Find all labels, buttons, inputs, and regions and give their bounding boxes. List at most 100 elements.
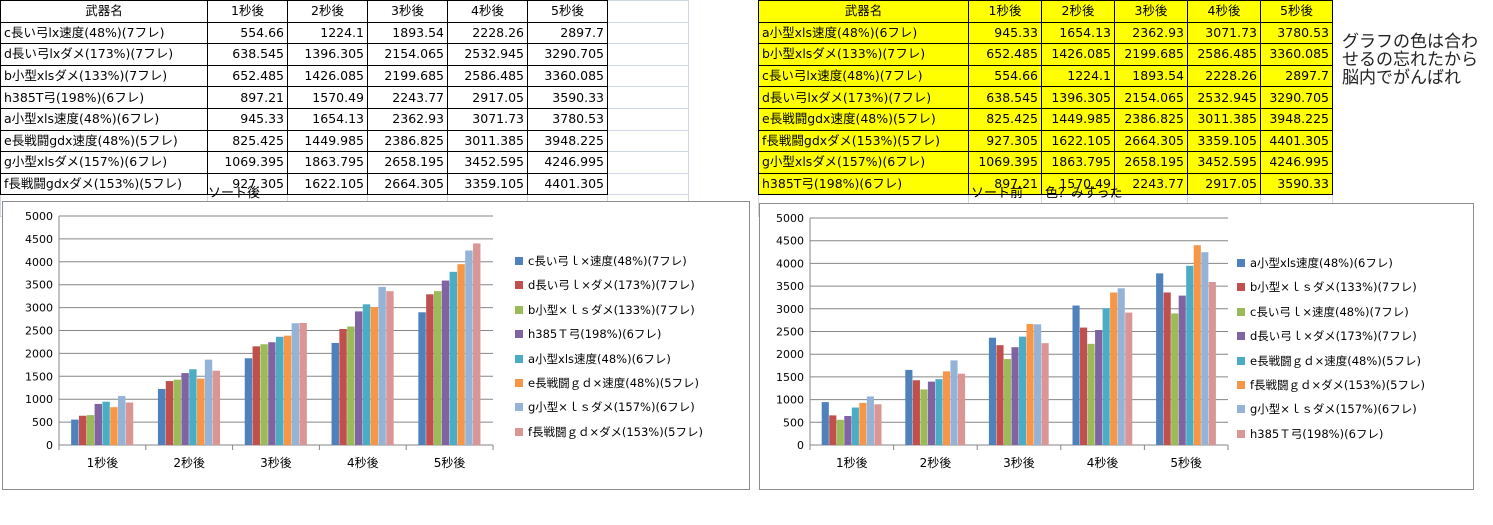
value-cell[interactable]: 945.33 (968, 21, 1042, 45)
value-cell[interactable]: 825.425 (207, 129, 288, 153)
column-header[interactable]: 1秒後 (968, 0, 1042, 23)
value-cell[interactable]: 2228.26 (447, 21, 528, 45)
value-cell[interactable]: 2199.685 (1114, 43, 1188, 66)
empty-cell[interactable] (607, 151, 689, 174)
weapon-name-cell[interactable]: h385T弓(198%)(6フレ) (0, 86, 208, 109)
value-cell[interactable]: 4401.305 (527, 172, 608, 196)
value-cell[interactable]: 3590.33 (1260, 172, 1333, 196)
value-cell[interactable]: 3360.085 (1260, 43, 1333, 66)
weapon-name-cell[interactable]: c長い弓lx速度(48%)(7フレ) (0, 21, 208, 45)
value-cell[interactable]: 1654.13 (1041, 21, 1115, 45)
value-cell[interactable]: 3290.705 (527, 43, 608, 66)
value-cell[interactable]: 2243.77 (367, 86, 448, 109)
empty-cell[interactable] (607, 86, 689, 109)
value-cell[interactable]: 3948.225 (1260, 107, 1333, 131)
value-cell[interactable]: 1622.105 (1041, 129, 1115, 153)
column-header[interactable]: 3秒後 (367, 0, 448, 23)
value-cell[interactable]: 652.485 (968, 43, 1042, 66)
weapon-name-cell[interactable]: a小型xls速度(48%)(6フレ) (0, 107, 208, 131)
value-cell[interactable]: 2532.945 (1187, 86, 1261, 109)
value-cell[interactable]: 3360.085 (527, 64, 608, 88)
value-cell[interactable]: 1570.49 (287, 86, 368, 109)
value-cell[interactable]: 1893.54 (1114, 64, 1188, 88)
weapon-name-cell[interactable]: b小型xlsダメ(133%)(7フレ) (758, 43, 969, 66)
column-header[interactable]: 武器名 (758, 0, 969, 23)
value-cell[interactable]: 2917.05 (1187, 172, 1261, 196)
value-cell[interactable]: 927.305 (968, 129, 1042, 153)
value-cell[interactable]: 1069.395 (207, 151, 288, 174)
empty-cell[interactable] (607, 172, 689, 196)
value-cell[interactable]: 554.66 (968, 64, 1042, 88)
value-cell[interactable]: 1396.305 (287, 43, 368, 66)
empty-cell[interactable] (607, 21, 689, 45)
column-header[interactable]: 2秒後 (287, 0, 368, 23)
value-cell[interactable]: 3452.595 (1187, 151, 1261, 174)
value-cell[interactable]: 825.425 (968, 107, 1042, 131)
column-header[interactable]: 2秒後 (1041, 0, 1115, 23)
value-cell[interactable]: 3452.595 (447, 151, 528, 174)
sorted-data-table[interactable]: 武器名 1秒後 2秒後 3秒後 4秒後 5秒後 c長い弓lx速度(48%)(7フレ) 554.… (0, 0, 689, 217)
value-cell[interactable]: 897.21 (968, 172, 1042, 196)
value-cell[interactable]: 2586.485 (447, 64, 528, 88)
value-cell[interactable]: 2532.945 (447, 43, 528, 66)
empty-cell[interactable] (607, 64, 689, 88)
value-cell[interactable]: 1570.49 (1041, 172, 1115, 196)
value-cell[interactable]: 2658.195 (367, 151, 448, 174)
value-cell[interactable]: 3780.53 (527, 107, 608, 131)
column-header[interactable]: 5秒後 (527, 0, 608, 23)
value-cell[interactable]: 2897.7 (1260, 64, 1333, 88)
value-cell[interactable]: 3590.33 (527, 86, 608, 109)
weapon-name-cell[interactable]: e長戦闘gdx速度(48%)(5フレ) (0, 129, 208, 153)
value-cell[interactable]: 927.305 (207, 172, 288, 196)
value-cell[interactable]: 554.66 (207, 21, 288, 45)
weapon-name-cell[interactable]: f長戦闘gdxダメ(153%)(5フレ) (758, 129, 969, 153)
value-cell[interactable]: 1224.1 (1041, 64, 1115, 88)
value-cell[interactable]: 1426.085 (1041, 43, 1115, 66)
value-cell[interactable]: 3359.105 (1187, 129, 1261, 153)
value-cell[interactable]: 2586.485 (1187, 43, 1261, 66)
empty-cell[interactable] (607, 0, 689, 23)
value-cell[interactable]: 2362.93 (1114, 21, 1188, 45)
value-cell[interactable]: 638.545 (207, 43, 288, 66)
empty-cell[interactable] (607, 43, 689, 66)
value-cell[interactable]: 1622.105 (287, 172, 368, 196)
weapon-name-cell[interactable]: e長戦闘gdx速度(48%)(5フレ) (758, 107, 969, 131)
column-header[interactable]: 4秒後 (1187, 0, 1261, 23)
unsorted-data-table[interactable]: 武器名 1秒後 2秒後 3秒後 4秒後 5秒後 a小型xls速度(48%)(6フレ) 945.… (758, 0, 1333, 217)
value-cell[interactable]: 945.33 (207, 107, 288, 131)
value-cell[interactable]: 2664.305 (1114, 129, 1188, 153)
column-header[interactable]: 1秒後 (207, 0, 288, 23)
value-cell[interactable]: 2154.065 (367, 43, 448, 66)
value-cell[interactable]: 2658.195 (1114, 151, 1188, 174)
weapon-name-cell[interactable]: h385T弓(198%)(6フレ) (758, 172, 969, 196)
value-cell[interactable]: 652.485 (207, 64, 288, 88)
sorted-bar-chart[interactable]: 0 500 1000 1500 2000 2500 3000 3500 4000 4500 5000… (2, 201, 750, 490)
weapon-name-cell[interactable]: a小型xls速度(48%)(6フレ) (758, 21, 969, 45)
empty-cell[interactable] (607, 107, 689, 131)
weapon-name-cell[interactable]: b小型xlsダメ(133%)(7フレ) (0, 64, 208, 88)
value-cell[interactable]: 2917.05 (447, 86, 528, 109)
value-cell[interactable]: 3011.385 (447, 129, 528, 153)
column-header[interactable]: 武器名 (0, 0, 208, 23)
value-cell[interactable]: 2228.26 (1187, 64, 1261, 88)
value-cell[interactable]: 1426.085 (287, 64, 368, 88)
value-cell[interactable]: 2362.93 (367, 107, 448, 131)
value-cell[interactable]: 1449.985 (287, 129, 368, 153)
weapon-name-cell[interactable]: d長い弓lxダメ(173%)(7フレ) (0, 43, 208, 66)
value-cell[interactable]: 1224.1 (287, 21, 368, 45)
weapon-name-cell[interactable]: g小型xlsダメ(157%)(6フレ) (758, 151, 969, 174)
value-cell[interactable]: 2199.685 (367, 64, 448, 88)
weapon-name-cell[interactable]: d長い弓lxダメ(173%)(7フレ) (758, 86, 969, 109)
column-header[interactable]: 4秒後 (447, 0, 528, 23)
value-cell[interactable]: 1449.985 (1041, 107, 1115, 131)
unsorted-bar-chart[interactable]: 0 500 1000 1500 2000 2500 3000 3500 4000 4500 5000… (759, 203, 1474, 490)
value-cell[interactable]: 1863.795 (287, 151, 368, 174)
value-cell[interactable]: 2664.305 (367, 172, 448, 196)
column-header[interactable]: 3秒後 (1114, 0, 1188, 23)
value-cell[interactable]: 1863.795 (1041, 151, 1115, 174)
value-cell[interactable]: 4401.305 (1260, 129, 1333, 153)
value-cell[interactable]: 3071.73 (1187, 21, 1261, 45)
value-cell[interactable]: 1893.54 (367, 21, 448, 45)
value-cell[interactable]: 3071.73 (447, 107, 528, 131)
value-cell[interactable]: 3780.53 (1260, 21, 1333, 45)
